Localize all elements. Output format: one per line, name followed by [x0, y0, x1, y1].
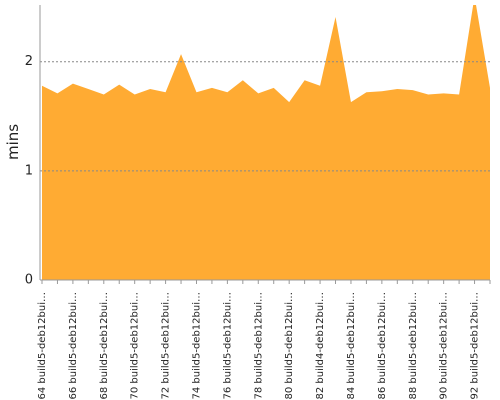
area [42, 5, 490, 280]
x-tick-label: #78 build5-deb12bui… [253, 292, 264, 400]
x-tick-label: #68 build5-deb12bui… [99, 292, 110, 400]
y-tick-label: 1 [25, 163, 33, 178]
x-tick-label: #66 build5-deb12bui… [68, 292, 79, 400]
x-tick-label: #80 build5-deb12bui… [284, 292, 295, 400]
x-tick-label: #82 build4-deb12bui… [315, 292, 326, 400]
y-tick-label: 0 [25, 273, 33, 288]
x-tick-label: #76 build5-deb12bui… [222, 292, 233, 400]
x-tick-label: #86 build5-deb12bui… [377, 292, 388, 400]
x-tick-label: #90 build5-deb12bui… [439, 292, 450, 400]
x-tick-label: #64 build5-deb12bui… [37, 292, 48, 400]
x-tick-label: #74 build5-deb12bui… [191, 292, 202, 400]
x-tick-label: #88 build5-deb12bui… [408, 292, 419, 400]
x-tick-label: #84 build5-deb12bui… [346, 292, 357, 400]
x-tick-label: #70 build5-deb12bui… [130, 292, 141, 400]
y-axis-label: mins [4, 124, 22, 160]
x-tick-label: #92 build5-deb12bui… [470, 292, 481, 400]
y-tick-label: 2 [25, 54, 33, 69]
x-tick-label: #72 build5-deb12bui… [161, 292, 172, 400]
